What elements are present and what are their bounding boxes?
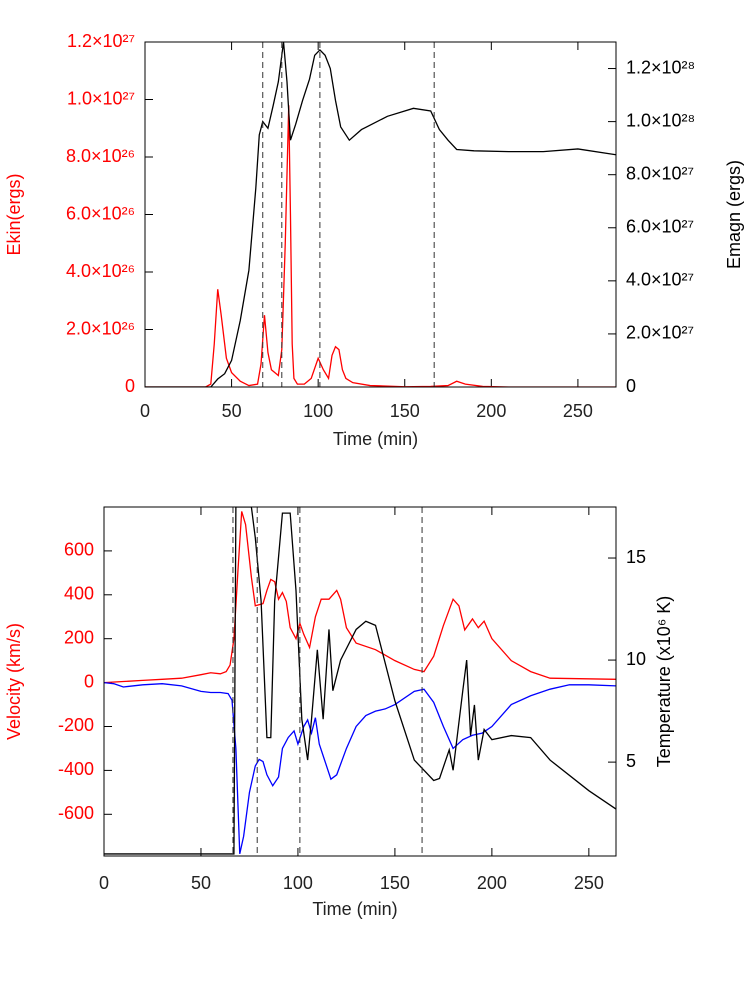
y2-tick-label: 15 [626, 547, 646, 567]
x-tick-label: 150 [380, 873, 410, 893]
y2-tick-label: 0 [626, 376, 636, 396]
x-axis-title: Time (min) [333, 429, 418, 449]
y-tick-label: 1.0×10²⁷ [67, 88, 135, 108]
x-tick-label: 250 [574, 873, 604, 893]
y2-tick-label: 5 [626, 751, 636, 771]
x-axis-title: Time (min) [312, 899, 397, 919]
y-tick-label: -600 [58, 803, 94, 823]
data-line [145, 42, 616, 387]
y-tick-label: -200 [58, 715, 94, 735]
y2-tick-label: 1.2×10²⁸ [626, 57, 695, 77]
y-tick-label: 2.0×10²⁶ [66, 318, 135, 338]
x-tick-label: 50 [191, 873, 211, 893]
y-axis-title: Velocity (km/s) [4, 623, 24, 740]
plot-frame [144, 41, 617, 388]
data-line [104, 507, 616, 855]
y-tick-label: 0 [84, 671, 94, 691]
y2-tick-label: 2.0×10²⁷ [626, 323, 694, 343]
y-tick-label: 1.2×10²⁷ [67, 31, 135, 51]
plot-area [145, 42, 616, 387]
plot-area [104, 507, 616, 855]
x-tick-label: 0 [140, 401, 150, 421]
y-tick-label: -400 [58, 759, 94, 779]
x-tick-label: 200 [476, 401, 506, 421]
plot-frame [103, 506, 617, 857]
y2-tick-label: 6.0×10²⁷ [626, 217, 694, 237]
data-line [104, 681, 616, 854]
y-tick-label: 8.0×10²⁶ [66, 146, 135, 166]
y-tick-label: 4.0×10²⁶ [66, 261, 135, 281]
x-tick-label: 200 [477, 873, 507, 893]
y2-axis-title: Temperature (x10⁶ K) [654, 596, 674, 767]
y2-tick-label: 1.0×10²⁸ [626, 110, 695, 130]
data-line [145, 105, 616, 387]
x-tick-label: 100 [303, 401, 333, 421]
y2-tick-label: 10 [626, 649, 646, 669]
x-tick-label: 0 [99, 873, 109, 893]
y-axis-title: Ekin(ergs) [4, 173, 24, 255]
y2-tick-label: 4.0×10²⁷ [626, 270, 694, 290]
y-tick-label: 200 [64, 627, 94, 647]
x-tick-label: 250 [563, 401, 593, 421]
y-tick-label: 0 [125, 376, 135, 396]
data-line [104, 511, 616, 684]
y-tick-label: 600 [64, 540, 94, 560]
x-tick-label: 150 [390, 401, 420, 421]
y2-axis-title: Emagn (ergs) [724, 160, 744, 269]
y2-tick-label: 8.0×10²⁷ [626, 163, 694, 183]
y-tick-label: 6.0×10²⁶ [66, 203, 135, 223]
y-tick-label: 400 [64, 584, 94, 604]
x-tick-label: 50 [222, 401, 242, 421]
x-tick-label: 100 [283, 873, 313, 893]
